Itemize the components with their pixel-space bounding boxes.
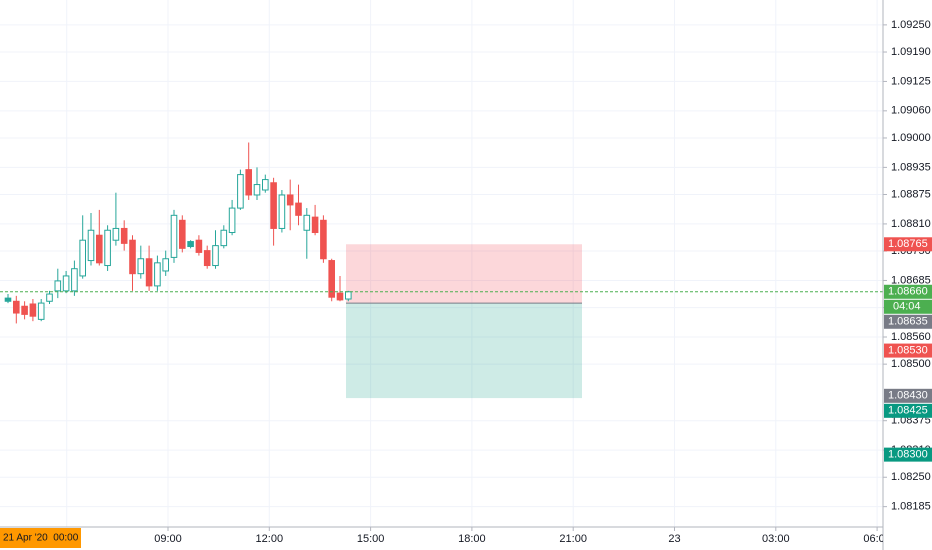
price-label: 1.08300 (888, 449, 928, 461)
candle-body (253, 184, 261, 196)
candle-body (46, 293, 53, 302)
y-tick-label: 1.09000 (891, 132, 931, 144)
x-tick-label: 23 (668, 533, 680, 545)
y-tick-label: 1.08685 (891, 274, 931, 286)
candle-body (245, 169, 252, 196)
y-tick-label: 1.08185 (891, 501, 931, 513)
y-tick-label: 1.09190 (891, 46, 931, 58)
x-tick-label: 21:00 (559, 533, 587, 545)
price-label: 1.08635 (888, 316, 928, 328)
y-tick-label: 1.08875 (891, 188, 931, 200)
price-label-bg (884, 284, 932, 299)
price-label: 1.08425 (888, 405, 928, 417)
candle-body (54, 280, 62, 292)
candle-body (37, 302, 45, 320)
candle-body (303, 214, 311, 231)
candle-body (195, 239, 203, 253)
candle-body (286, 194, 294, 206)
y-tick-label: 1.08810 (891, 218, 931, 230)
candle-body (79, 239, 87, 277)
candle-body (328, 260, 335, 298)
y-tick-label: 1.08560 (891, 331, 931, 343)
candle-body (162, 258, 169, 272)
y-tick-label: 1.08250 (891, 471, 931, 483)
candle-body (104, 229, 111, 267)
x-tick-label: 18:00 (458, 533, 486, 545)
candle-body (220, 229, 228, 247)
candle-body (278, 194, 286, 229)
candle-body (71, 268, 78, 292)
candle-body (29, 303, 37, 317)
x-tick-label: 12:00 (256, 533, 284, 545)
candle-body (21, 305, 28, 315)
candle-body (137, 258, 145, 275)
price-label: 1.08660 (888, 286, 928, 298)
price-label: 1.08530 (888, 344, 928, 356)
stop-zone (346, 244, 582, 304)
y-tick-label: 1.09125 (891, 75, 931, 87)
price-label-bg (884, 388, 932, 403)
price-label-bg (884, 447, 932, 462)
candle-body (170, 214, 178, 258)
x-tick-label: 15:00 (357, 533, 385, 545)
candle-body (336, 292, 344, 301)
countdown-bg (884, 299, 932, 314)
candle-body (179, 219, 186, 249)
x-tick-label: 06:00 (863, 533, 891, 545)
y-tick-label: 1.09060 (891, 105, 931, 117)
crosshair-label-bg (0, 528, 81, 548)
candle-body (270, 182, 277, 229)
candle-body (311, 216, 319, 234)
crosshair-label: 21 Apr '20 00:00 (3, 533, 79, 544)
candle-body (237, 174, 244, 209)
price-label: 1.08430 (888, 390, 928, 402)
candle-body (228, 207, 236, 234)
target-zone (346, 303, 582, 399)
candle-body (87, 229, 95, 262)
price-label-bg (884, 237, 932, 252)
candle-body (203, 250, 211, 267)
x-tick-label: 09:00 (154, 533, 182, 545)
y-tick-label: 1.08935 (891, 161, 931, 173)
candle-body (96, 234, 103, 264)
candle-body (4, 297, 12, 302)
candle-body (13, 300, 20, 314)
candle-body (295, 202, 302, 216)
price-label-bg (884, 403, 932, 418)
candle-body (112, 227, 120, 241)
candle-body (212, 245, 219, 267)
y-tick-label: 1.09250 (891, 19, 931, 31)
price-label-bg (884, 314, 932, 329)
price-label: 1.08765 (888, 238, 928, 250)
y-tick-label: 1.08500 (891, 358, 931, 370)
countdown: 04:04 (893, 301, 921, 313)
candle-body (129, 239, 136, 275)
candle-body (154, 262, 161, 287)
candle-body (62, 275, 70, 292)
candle-body (320, 219, 327, 260)
candle-body (120, 227, 128, 244)
candle-body (262, 179, 269, 191)
x-tick-label: 03:00 (762, 533, 790, 545)
price-label-bg (884, 343, 932, 358)
candle-body (187, 241, 194, 248)
candle-body (345, 291, 352, 300)
candle-body (145, 258, 153, 287)
